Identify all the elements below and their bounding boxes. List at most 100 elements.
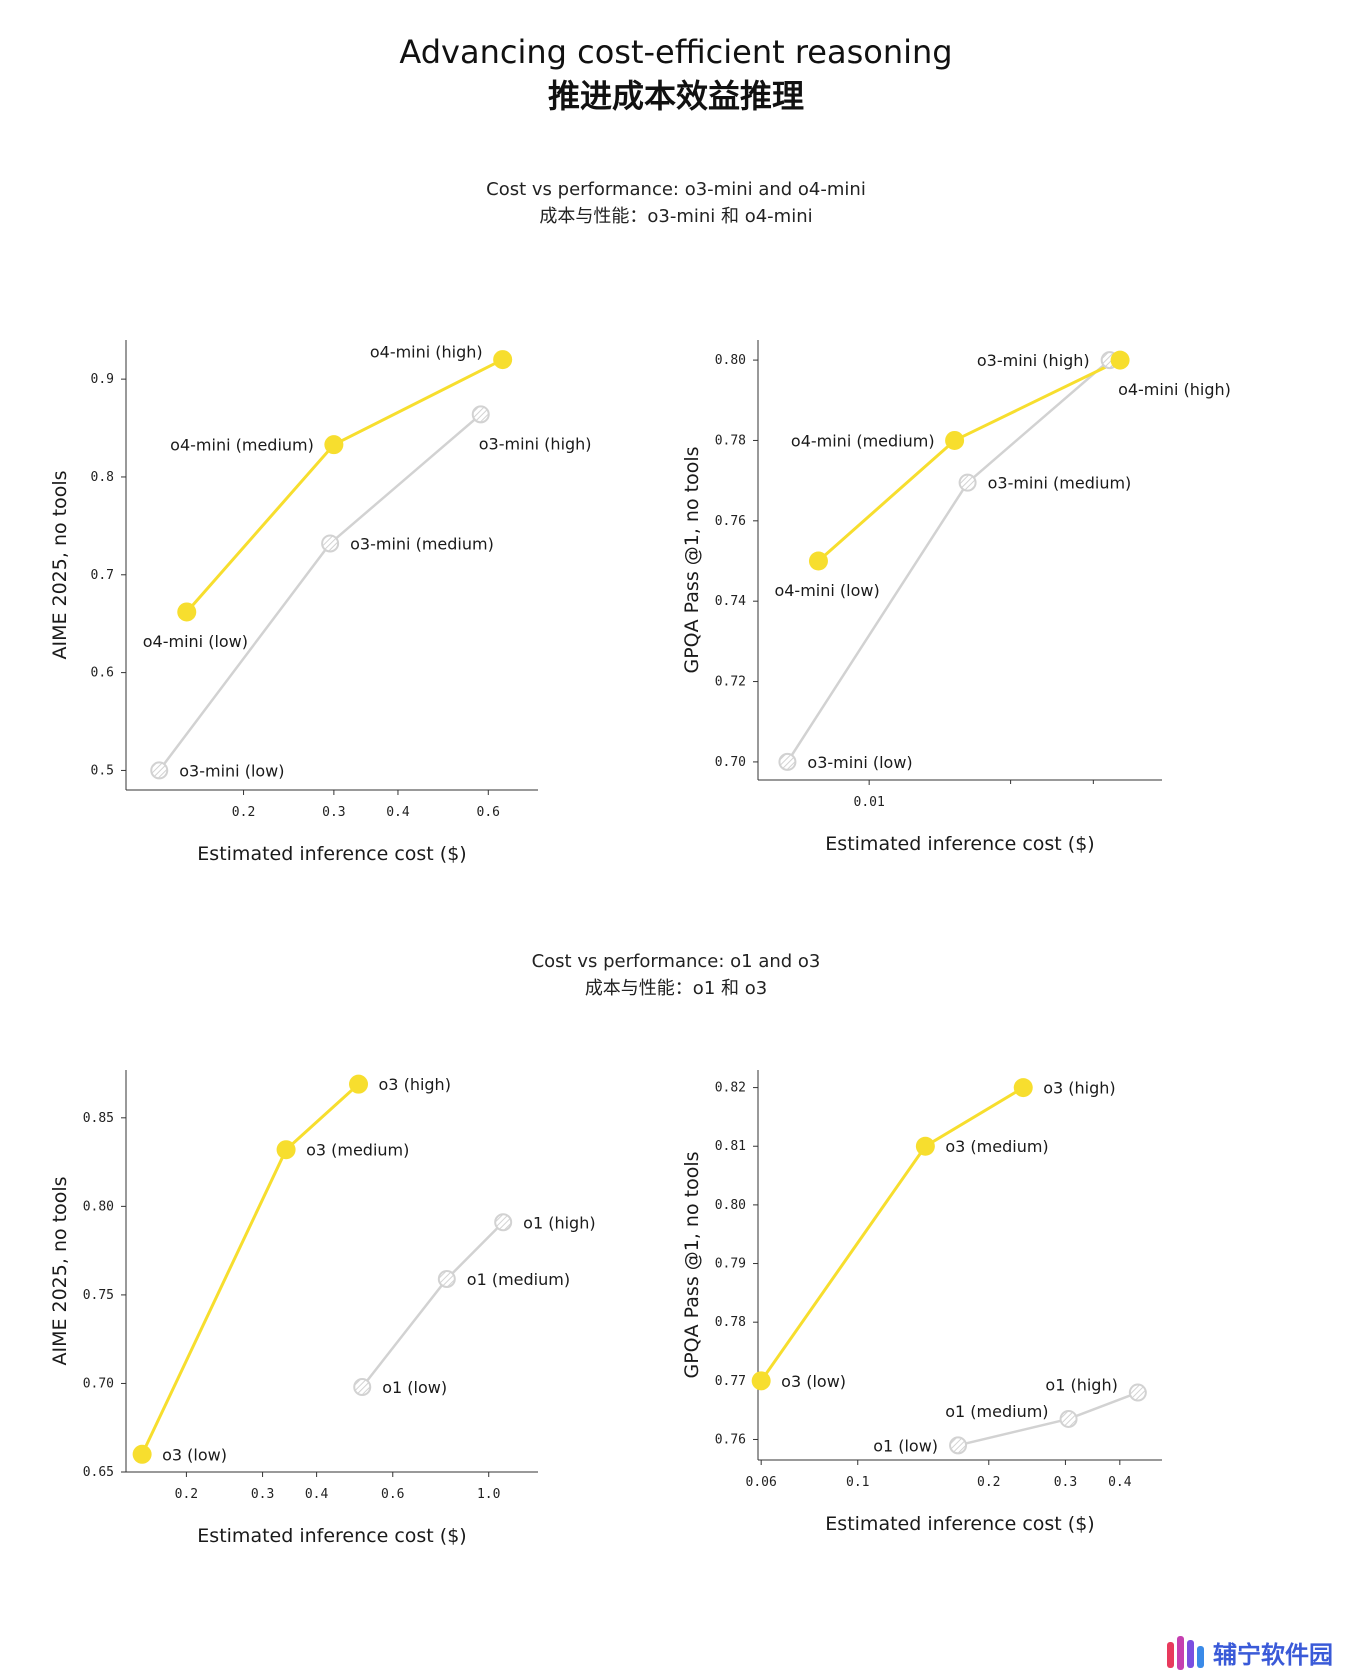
watermark-text: 辅宁软件园 (1213, 1640, 1333, 1669)
y-axis-title: AIME 2025, no tools (49, 470, 71, 659)
y-tick-label: 0.80 (715, 1198, 746, 1213)
x-tick-label: 0.1 (846, 1475, 869, 1490)
section-title-1-cn: 成本与性能：o3-mini 和 o4-mini (539, 206, 813, 227)
x-axis-title: Estimated inference cost ($) (197, 843, 466, 865)
series-line-highlight (140, 1083, 360, 1455)
y-axis-title: AIME 2025, no tools (49, 1176, 71, 1365)
x-tick-label: 0.06 (746, 1475, 777, 1490)
series-line-baseline (361, 1221, 505, 1388)
section-title-2-cn: 成本与性能：o1 和 o3 (584, 978, 768, 999)
y-tick-label: 0.7 (91, 568, 114, 583)
data-point-highlight (751, 1371, 771, 1391)
watermark: 辅宁软件园 (1165, 1630, 1333, 1674)
data-point-label: o3 (low) (162, 1445, 227, 1464)
x-tick-label: 0.4 (305, 1487, 329, 1502)
y-tick-label: 0.5 (91, 763, 114, 778)
series-line-baseline (786, 359, 1111, 763)
x-tick-label: 0.3 (1054, 1475, 1077, 1490)
data-point-label: o3 (high) (379, 1075, 451, 1094)
data-point-baseline (150, 761, 169, 780)
data-point-baseline (321, 534, 340, 553)
data-point-highlight (945, 430, 965, 450)
data-point-baseline (958, 473, 977, 492)
x-tick-label: 0.3 (251, 1487, 274, 1502)
data-point-baseline (778, 752, 797, 771)
data-point-label: o3-mini (high) (479, 434, 592, 453)
y-axis-title: GPQA Pass @1, no tools (681, 1151, 703, 1378)
chart-aime-o1-o3: 0.65 0.70 0.75 0.80 0.85 0.2 0.3 0.4 0.6 1.0 Estim… (49, 1070, 596, 1547)
y-tick-label: 0.78 (715, 433, 746, 448)
data-point-label: o3 (high) (1043, 1079, 1115, 1098)
data-point-label: o1 (low) (873, 1436, 938, 1455)
y-tick-label: 0.80 (83, 1199, 114, 1214)
chart-aime-mini: 0.5 0.6 0.7 0.8 0.9 0.2 0.3 0.4 0.6 Estimated inf… (49, 340, 592, 865)
data-point-highlight (808, 551, 828, 571)
chart-gpqa-mini: 0.70 0.72 0.74 0.76 0.78 0.80 0.01 Estimated in… (681, 340, 1231, 855)
y-tick-label: 0.70 (83, 1376, 114, 1391)
data-point-label: o3-mini (medium) (988, 474, 1132, 493)
section-title-2-en: Cost vs performance: o1 and o3 (531, 951, 821, 972)
x-tick-label: 0.6 (381, 1487, 404, 1502)
data-point-label: o3 (medium) (945, 1137, 1048, 1156)
x-tick-label: 0.2 (977, 1475, 1000, 1490)
y-tick-label: 0.65 (83, 1465, 114, 1480)
data-point-label: o1 (medium) (467, 1270, 570, 1289)
x-tick-label: 1.0 (477, 1487, 500, 1502)
main-title: Advancing cost-efficient reasoning 推进成本效… (0, 30, 1352, 118)
main-title-en: Advancing cost-efficient reasoning (399, 33, 953, 71)
data-point-label: o1 (medium) (945, 1402, 1048, 1421)
data-point-label: o3-mini (high) (977, 351, 1090, 370)
data-point-highlight (324, 435, 344, 455)
data-point-baseline (494, 1213, 513, 1232)
x-tick-label: 0.4 (1108, 1475, 1132, 1490)
y-tick-label: 0.72 (715, 675, 746, 690)
x-axis-title: Estimated inference cost ($) (825, 1513, 1094, 1535)
y-tick-label: 0.75 (83, 1288, 114, 1303)
y-tick-label: 0.76 (715, 514, 746, 529)
x-tick-label: 0.3 (322, 805, 345, 820)
data-point-highlight (276, 1140, 296, 1160)
data-point-label: o4-mini (high) (370, 343, 483, 362)
data-point-label: o3-mini (low) (807, 753, 912, 772)
y-tick-label: 0.85 (83, 1111, 114, 1126)
section-title-2: Cost vs performance: o1 and o3 成本与性能：o1 … (0, 948, 1352, 1002)
chart-gpqa-o1-o3: 0.76 0.77 0.78 0.79 0.80 0.81 0.82 0.06 0.1 0.2 0.… (681, 1070, 1162, 1535)
data-point-baseline (471, 405, 490, 424)
data-point-baseline (437, 1269, 456, 1288)
y-tick-label: 0.81 (715, 1139, 746, 1154)
data-point-highlight (493, 350, 513, 370)
x-tick-label: 0.4 (386, 805, 410, 820)
data-point-baseline (353, 1377, 372, 1396)
data-point-label: o1 (high) (1045, 1376, 1117, 1395)
y-tick-label: 0.82 (715, 1081, 746, 1096)
x-tick-label: 0.2 (175, 1487, 198, 1502)
y-tick-label: 0.6 (91, 666, 114, 681)
x-axis-title: Estimated inference cost ($) (197, 1525, 466, 1547)
y-tick-label: 0.9 (91, 372, 114, 387)
main-title-cn: 推进成本效益推理 (547, 77, 804, 115)
data-point-highlight (915, 1136, 935, 1156)
y-tick-label: 0.74 (715, 594, 746, 609)
data-point-baseline (1128, 1383, 1147, 1402)
y-tick-label: 0.80 (715, 353, 746, 368)
data-point-label: o4-mini (high) (1118, 380, 1231, 399)
data-point-label: o1 (low) (382, 1378, 447, 1397)
data-point-label: o3 (medium) (306, 1141, 409, 1160)
data-point-highlight (1110, 350, 1130, 370)
data-point-label: o4-mini (low) (774, 581, 879, 600)
section-title-1-en: Cost vs performance: o3-mini and o4-mini (486, 179, 866, 200)
data-point-label: o4-mini (low) (143, 632, 248, 651)
watermark-logo-icon (1167, 1636, 1204, 1670)
y-tick-label: 0.8 (91, 470, 114, 485)
y-tick-label: 0.78 (715, 1315, 746, 1330)
x-tick-label: 0.6 (477, 805, 500, 820)
section-title-1: Cost vs performance: o3-mini and o4-mini… (0, 176, 1352, 230)
data-point-highlight (177, 602, 197, 622)
series-line-highlight (185, 358, 504, 613)
x-tick-label: 0.01 (854, 795, 885, 810)
x-tick-label: 0.2 (232, 805, 255, 820)
data-point-baseline (949, 1436, 968, 1455)
data-point-highlight (132, 1444, 152, 1464)
data-point-label: o1 (high) (523, 1213, 595, 1232)
data-point-baseline (1059, 1409, 1078, 1428)
